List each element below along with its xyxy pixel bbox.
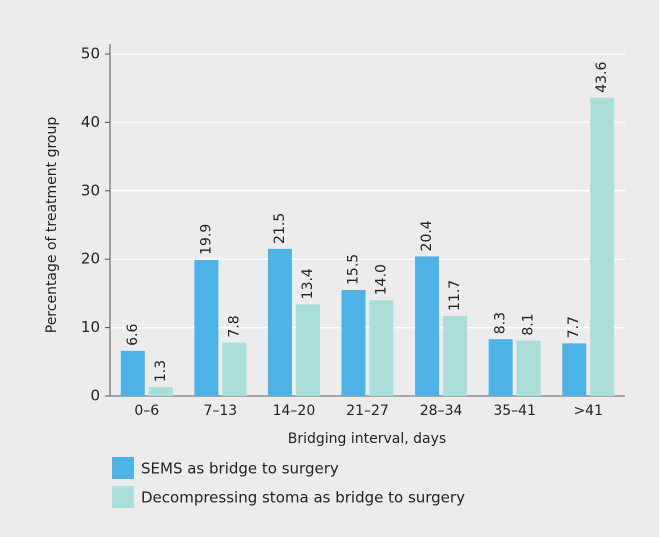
value-label: 20.4 bbox=[419, 220, 435, 251]
value-label: 7.8 bbox=[226, 315, 242, 337]
bar bbox=[148, 387, 173, 396]
value-label: 1.3 bbox=[153, 360, 169, 382]
y-axis-label: Percentage of treatment group bbox=[44, 117, 60, 334]
x-tick-label: 28–34 bbox=[420, 403, 463, 419]
x-tick-label: 0–6 bbox=[134, 403, 159, 419]
x-tick-label: 35–41 bbox=[493, 403, 536, 419]
y-tick-label: 20 bbox=[81, 250, 100, 268]
y-tick-label: 0 bbox=[90, 387, 100, 405]
value-label: 14.0 bbox=[374, 264, 390, 295]
bar bbox=[194, 259, 219, 396]
y-tick-label: 50 bbox=[81, 45, 100, 63]
bar bbox=[443, 315, 468, 396]
y-tick-label: 40 bbox=[81, 113, 100, 131]
x-axis-label: Bridging interval, days bbox=[288, 431, 446, 447]
value-label: 8.1 bbox=[521, 313, 537, 335]
value-label: 43.6 bbox=[594, 62, 610, 93]
bar bbox=[590, 97, 615, 396]
bar bbox=[369, 300, 394, 396]
bar bbox=[222, 342, 247, 396]
bar bbox=[488, 339, 513, 396]
value-label: 6.6 bbox=[125, 323, 141, 345]
value-label: 8.3 bbox=[493, 312, 509, 334]
bar bbox=[341, 289, 366, 396]
bar bbox=[516, 340, 541, 396]
value-label: 11.7 bbox=[447, 280, 463, 311]
legend-swatch bbox=[112, 457, 134, 479]
value-label: 21.5 bbox=[272, 213, 288, 244]
legend-swatch bbox=[112, 486, 134, 508]
y-tick-label: 30 bbox=[81, 181, 100, 199]
legend-label: Decompressing stoma as bridge to surgery bbox=[141, 489, 465, 507]
x-tick-label: >41 bbox=[573, 403, 603, 419]
bar bbox=[267, 248, 292, 396]
bar bbox=[295, 304, 320, 396]
x-tick-label: 21–27 bbox=[346, 403, 389, 419]
y-tick-label: 10 bbox=[81, 318, 100, 336]
value-label: 15.5 bbox=[346, 254, 362, 285]
value-label: 19.9 bbox=[198, 224, 214, 255]
legend-label: SEMS as bridge to surgery bbox=[141, 460, 339, 478]
bar bbox=[562, 343, 587, 396]
x-tick-label: 7–13 bbox=[203, 403, 237, 419]
bar bbox=[120, 350, 145, 396]
x-tick-label: 14–20 bbox=[273, 403, 316, 419]
bar bbox=[415, 256, 440, 396]
value-label: 7.7 bbox=[566, 316, 582, 338]
value-label: 13.4 bbox=[300, 268, 316, 299]
